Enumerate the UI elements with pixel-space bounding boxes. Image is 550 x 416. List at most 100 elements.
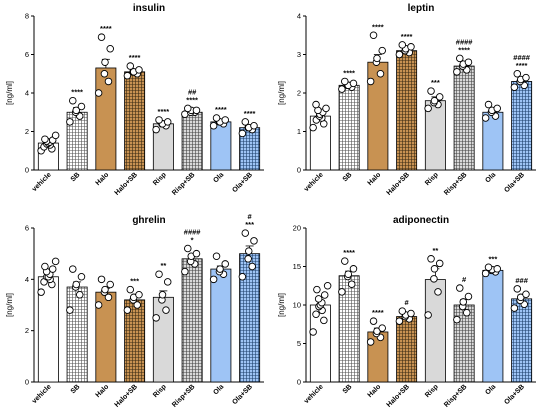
data-point: [366, 338, 375, 346]
y-tick-label: 0: [25, 378, 29, 387]
x-tick-label: Ola: [212, 383, 225, 396]
chart-title: ghrelin: [132, 215, 165, 226]
data-point: [430, 275, 438, 283]
y-tick-label: 4: [297, 12, 301, 21]
x-tick-label: Ola: [212, 171, 225, 184]
data-point: [309, 123, 317, 132]
data-point: [456, 54, 464, 63]
y-tick-label: 20: [293, 224, 301, 233]
data-point: [347, 280, 356, 288]
data-point: [344, 270, 353, 278]
significance-marker: ###: [515, 276, 528, 285]
data-point: [341, 77, 349, 86]
chart-panel-insulin: insulin [ng/ml] 0 2 4 6 8 vehicle SB **** Halo ****…: [5, 3, 264, 197]
x-tick-label: vehicle: [303, 383, 325, 405]
bar-Ola+SB: [511, 81, 533, 171]
data-point: [245, 247, 253, 255]
significance-marker: ****: [71, 88, 83, 97]
data-point: [48, 265, 57, 273]
data-point: [481, 269, 490, 278]
bar-Risp+SB: [181, 111, 203, 171]
data-point: [376, 69, 385, 78]
significance-marker: ****: [401, 32, 413, 41]
data-point: [369, 317, 378, 325]
data-point: [484, 100, 493, 109]
x-tick-label: vehicle: [31, 171, 53, 193]
bar-SB: [66, 286, 88, 383]
significance-marker: ####: [513, 53, 531, 62]
significance-marker: ***: [488, 254, 497, 263]
data-point: [238, 273, 247, 281]
data-point: [212, 114, 221, 122]
y-tick-label: 5: [297, 339, 301, 348]
data-point: [41, 135, 49, 143]
data-point: [481, 114, 490, 122]
significance-marker: ****: [129, 53, 141, 62]
y-axis-label: [ng/ml]: [277, 81, 286, 105]
data-point: [366, 77, 375, 86]
x-tick-label: vehicle: [303, 171, 325, 193]
data-point: [320, 316, 328, 325]
data-point: [75, 290, 84, 299]
x-tick-label: Halo: [367, 383, 383, 399]
data-point: [398, 41, 407, 49]
data-point: [192, 249, 201, 258]
data-point: [407, 43, 415, 51]
data-point: [244, 255, 252, 263]
y-tick-label: 15: [293, 262, 301, 271]
y-tick-label: 3: [297, 50, 301, 59]
significance-marker: ****: [343, 68, 355, 77]
y-tick-label: 2: [25, 326, 29, 335]
x-tick-label: Halo+SB: [114, 171, 139, 196]
y-tick-label: 0: [25, 166, 29, 175]
data-point: [106, 280, 114, 289]
data-point: [513, 69, 522, 78]
data-point: [395, 317, 404, 325]
x-tick-label: vehicle: [31, 383, 53, 405]
y-tick-label: 4: [25, 275, 29, 284]
data-point: [322, 104, 330, 113]
bar-Ola: [210, 268, 232, 383]
data-point: [238, 129, 247, 138]
data-point: [312, 100, 320, 109]
data-point: [435, 259, 444, 268]
data-point: [163, 118, 172, 126]
data-point: [464, 292, 473, 301]
data-point: [314, 295, 323, 303]
data-point: [430, 96, 439, 105]
data-point: [312, 310, 320, 318]
bar-Risp: [424, 279, 446, 383]
chart-title: insulin: [133, 3, 165, 14]
significance-marker: ***: [130, 277, 139, 286]
data-point: [398, 307, 407, 315]
data-point: [349, 265, 358, 273]
x-tick-label: Ola+SB: [503, 171, 526, 194]
data-point: [135, 66, 143, 74]
chart-panel-leptin: leptin [ng/ml] 0 1 2 3 4 vehicle SB **** Halo **** H…: [277, 3, 536, 197]
y-axis-label: [ng/ml]: [277, 293, 286, 317]
x-tick-label: SB: [342, 171, 354, 183]
data-point: [250, 237, 258, 245]
significance-marker: ****: [100, 24, 112, 33]
data-point: [427, 87, 435, 95]
data-point: [241, 229, 250, 237]
data-point: [241, 118, 250, 126]
data-point: [459, 298, 468, 306]
data-point: [101, 58, 109, 66]
data-point: [181, 267, 189, 276]
data-point: [522, 73, 530, 82]
data-point: [126, 62, 135, 70]
significance-marker: **: [432, 246, 438, 255]
y-tick-label: 2: [297, 89, 301, 98]
data-point: [100, 69, 109, 78]
data-point: [106, 44, 114, 53]
significance-marker: ****: [516, 61, 528, 70]
data-point: [155, 116, 163, 124]
chart-title: leptin: [408, 3, 435, 14]
x-tick-label: Halo+SB: [386, 171, 411, 196]
data-point: [72, 280, 81, 289]
bar-Risp+SB: [181, 258, 203, 383]
bar-Ola+SB: [239, 253, 261, 383]
